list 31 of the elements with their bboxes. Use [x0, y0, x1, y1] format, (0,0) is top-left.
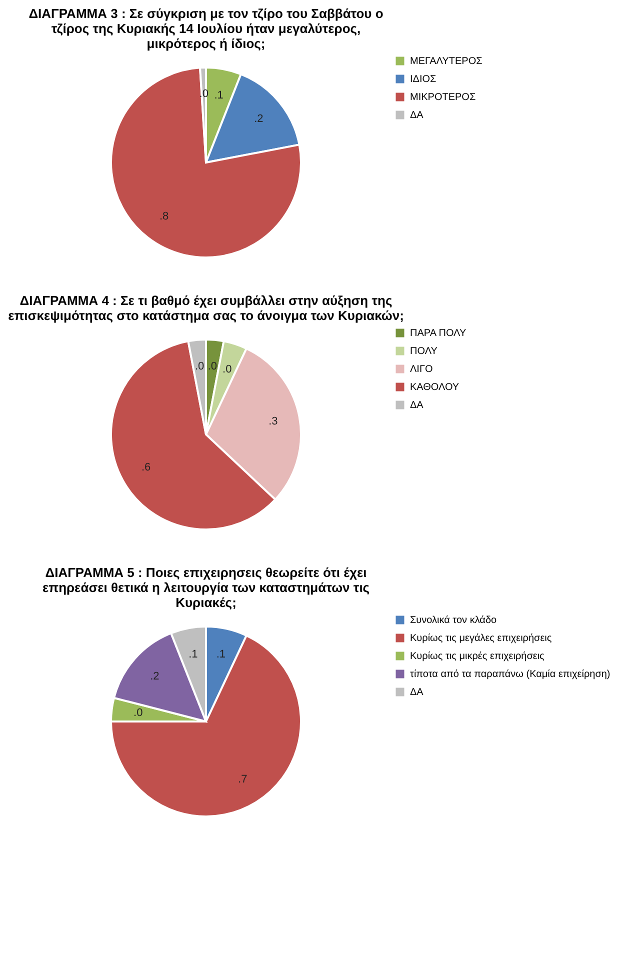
data-label: .7 [238, 773, 248, 786]
data-label: .1 [214, 89, 224, 102]
data-label: .0 [208, 360, 218, 372]
data-label: .2 [150, 670, 160, 682]
data-label: .0 [134, 706, 143, 719]
data-label: .6 [141, 461, 151, 474]
legend-label: ΛΙΓΟ [410, 364, 433, 375]
data-label: .1 [188, 648, 198, 660]
data-label: .3 [268, 416, 278, 428]
legend-label: Συνολικά τον κλάδο [410, 615, 498, 626]
legend-label: ΔΑ [410, 110, 424, 121]
legend-label: ΜΙΚΡΟΤΕΡΟΣ [410, 92, 476, 103]
legend-label: Κυρίως τις μικρές επιχειρήσεις [410, 651, 545, 662]
chart-title: ΔΙΑΓΡΑΜΜΑ 4 : Σε τι βαθμό έχει συμβάλλει στην αύξηση της επισκεψιμότητας στο κατάστημα σας το άνοιγμα των Κυριακών; [8, 293, 404, 323]
data-label: .2 [254, 112, 264, 125]
legend-label: Κυρίως τις μεγάλες επιχειρήσεις [410, 633, 552, 644]
legend-label: τίποτα από τα παραπάνω (Καμία επιχείρηση) [410, 669, 610, 680]
chart-title: ΔΙΑΓΡΑΜΜΑ 3 : Σε σύγκριση με τον τζίρο του Σαββάτου ο τζίρος της Κυριακής 14 Ιουλίου ήταν μεγαλύτερος, μικρότερος ή ίδιος; [28, 6, 384, 51]
data-label: .0 [222, 363, 232, 376]
legend-label: ΔΑ [410, 400, 424, 411]
legend-label: ΚΑΘΟΛΟΥ [410, 382, 460, 393]
data-label: .8 [159, 210, 169, 223]
legend-label: ΜΕΓΑΛΥΤΕΡΟΣ [410, 56, 482, 67]
legend-label: ΙΔΙΟΣ [410, 74, 436, 85]
legend-label: ΠΑΡΑ ΠΟΛΥ [410, 328, 466, 339]
legend-label: ΠΟΛΥ [410, 346, 438, 357]
pie-slice [110, 66, 302, 258]
data-label: .0 [194, 360, 204, 372]
chart-title: ΔΙΑΓΡΑΜΜΑ 5 : Ποιες επιχειρησεις θεωρείτε ότι έχει επηρεάσει θετικά η λειτουργία των καταστημάτων τις Κυριακές; [42, 565, 370, 610]
legend-label: ΔΑ [410, 687, 424, 698]
data-label: .1 [216, 648, 226, 661]
